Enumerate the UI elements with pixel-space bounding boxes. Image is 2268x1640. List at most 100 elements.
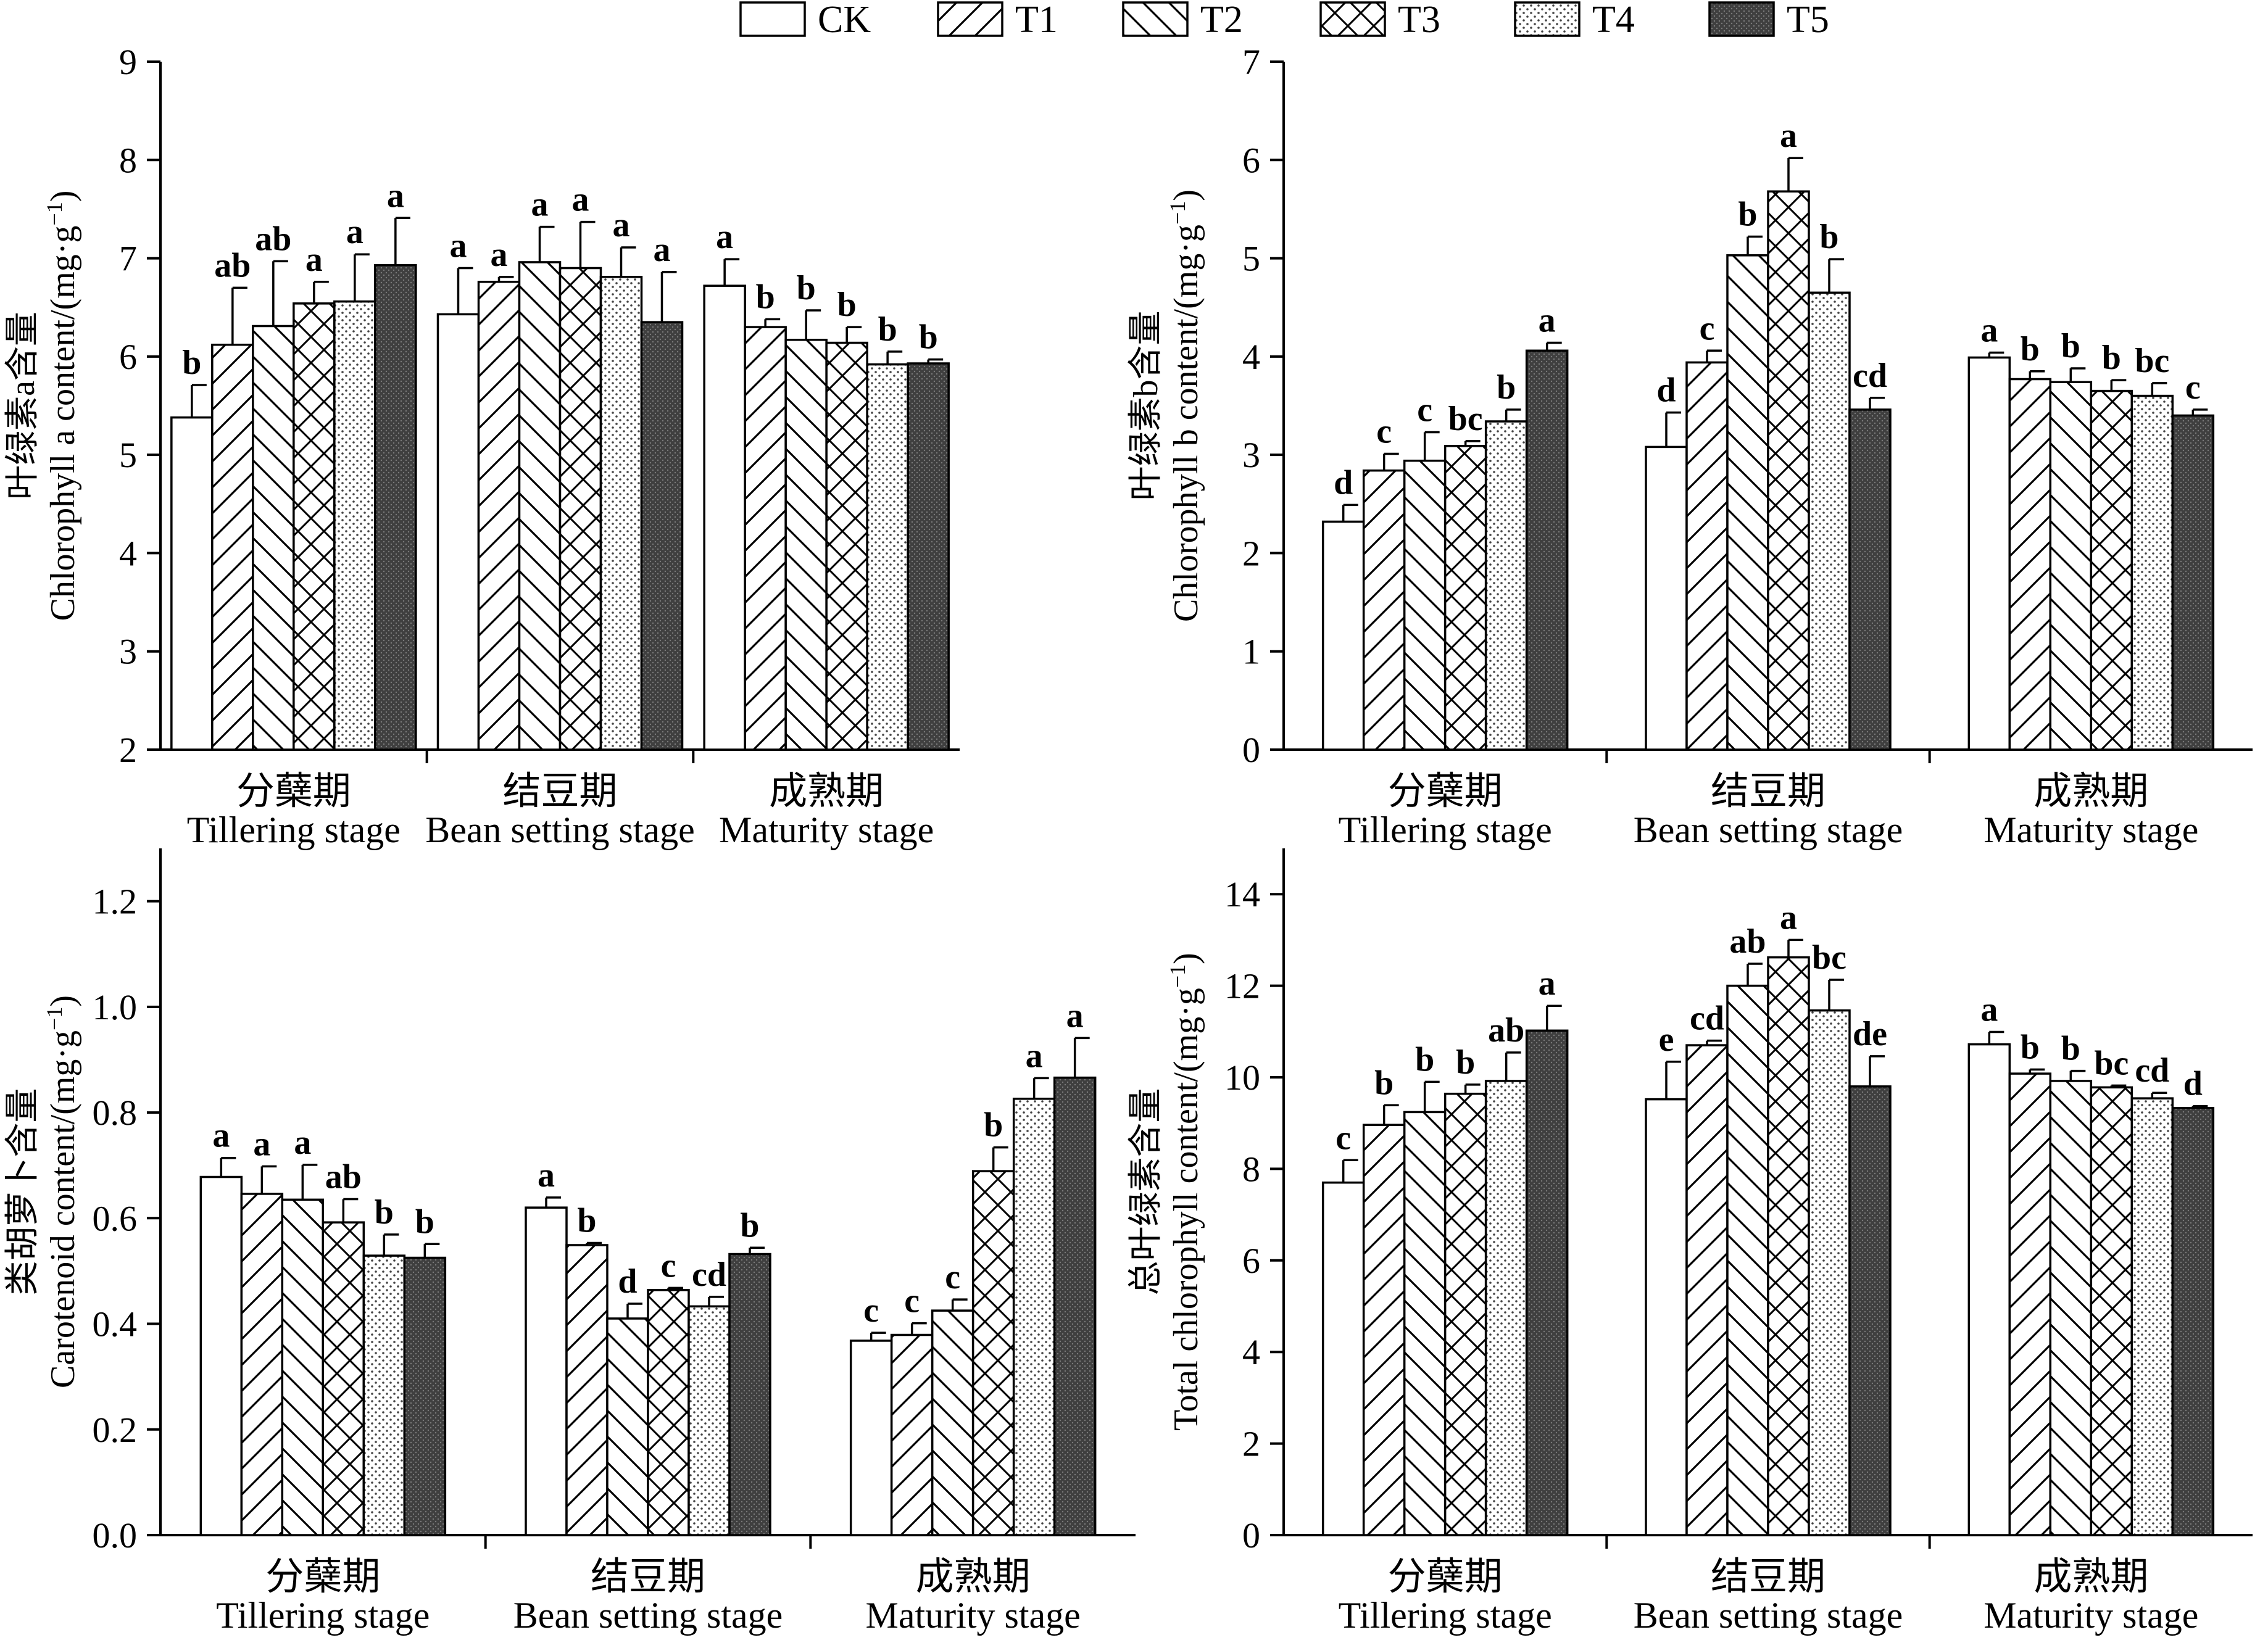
y-tick-label: 6 [1242,140,1260,180]
significance-letter: a [572,181,589,219]
y-tick-label: 9 [119,42,137,82]
significance-letter: a [1539,302,1556,340]
bar-t3 [825,341,868,751]
significance-letter: a [1066,996,1084,1035]
category-label-cn: 结豆期 [502,771,617,813]
bar-t5 [907,362,950,751]
y-tick-label: 1.0 [93,987,138,1027]
y-axis-title-en-sup: −1 [42,202,67,225]
significance-letter: b [182,344,201,382]
bar-ck [1645,1098,1688,1536]
bar-ck [170,416,214,751]
bar-t5 [728,1253,771,1536]
significance-letter: ab [214,246,251,284]
significance-letter: cd [692,1256,726,1294]
significance-letter: a [212,1117,230,1155]
y-axis-title-en-sup: −1 [1165,201,1190,225]
y-tick-label: 0.0 [93,1515,138,1555]
significance-letter: b [878,310,897,349]
y-tick-label: 4 [119,533,137,573]
bar-t1 [240,1193,284,1536]
significance-letter: d [618,1262,637,1301]
bar-ck [1321,520,1365,751]
significance-letter: b [756,278,775,316]
category-label-cn: 结豆期 [591,1556,705,1598]
legend-swatch [1319,1,1386,37]
bar-ck [436,313,480,751]
legend-item-t5: T5 [1708,0,1829,41]
significance-letter: b [2102,339,2121,377]
y-tick-label: 4 [1242,337,1260,377]
y-axis-title-en: Carotenoid content/(mg·g−1) [42,995,82,1388]
bar-t3 [647,1288,690,1536]
significance-letter: c [945,1258,960,1296]
bar-t3 [559,267,602,751]
significance-letter: de [1853,1015,1887,1053]
y-axis-title-en-main: Carotenoid content/(mg·g [44,1030,82,1388]
significance-letter: bc [1448,400,1483,438]
y-axis-title-en-main: Total chlorophyll content/(mg·g [1167,988,1205,1431]
y-tick-label: 7 [1242,42,1260,82]
category-label-en: Bean setting stage [425,810,695,850]
significance-letter: b [919,318,938,357]
bar-t1 [890,1333,934,1536]
chart-carotenoid: 0.0 0.2 0.4 0.6 0.8 1.0 1.2 类胡萝卜含量 Carotenoid co… [4,848,1136,1636]
significance-letter: a [1539,964,1556,1003]
significance-letter: a [491,236,508,274]
legend-label: T4 [1592,0,1635,41]
significance-letter: b [1374,1064,1394,1102]
significance-letter: b [2021,330,2040,368]
category-label-cn: 成熟期 [2033,771,2148,813]
bar-t3 [971,1170,1015,1536]
y-tick-label: 6 [1242,1241,1260,1281]
legend-swatch [937,1,1003,37]
significance-letter: a [538,1156,555,1195]
bar-t1 [477,281,521,751]
bar-t4 [2130,394,2174,751]
y-tick-label: 5 [1242,239,1260,279]
bar-ck [199,1175,243,1536]
bar-t1 [565,1244,609,1536]
bar-t2 [1726,984,1769,1536]
chart-chlorophyll-a: 2 3 4 5 6 7 8 9 叶绿素a含量 Chlorophyll a content/(mg·… [4,42,960,850]
significance-letter: b [1819,218,1838,256]
category-label-en: Tillering stage [187,810,401,850]
bar-ck [525,1206,568,1536]
legend-item-t3: T3 [1319,0,1440,41]
bar-t1 [211,343,254,751]
y-tick-label: 0.6 [93,1198,138,1238]
legend-item-t1: T1 [937,0,1058,41]
category-label-en: Bean setting stage [1634,810,1903,850]
significance-letter: ab [1488,1011,1524,1050]
significance-letter: ab [255,220,291,258]
bar-t2 [1726,254,1769,751]
y-axis-title-en: Chlorophyll b content/(mg·g−1) [1165,189,1205,622]
significance-letter: b [797,269,816,307]
bar-ck [1967,1043,2011,1536]
y-axis-title-en: Chlorophyll a content/(mg·g−1) [42,191,82,621]
significance-letter: a [253,1125,270,1163]
category-label-en: Bean setting stage [1634,1595,1903,1636]
y-axis-title-en: Total chlorophyll content/(mg·g−1) [1165,953,1205,1431]
y-tick-label: 0.8 [93,1093,138,1133]
y-axis-title-en-main: Chlorophyll b content/(mg·g [1167,225,1205,622]
bar-t2 [281,1198,325,1536]
y-tick-label: 8 [1242,1149,1260,1189]
legend-swatch [1122,1,1189,37]
bar-t5 [1525,1029,1569,1536]
bar-t4 [687,1305,731,1536]
significance-letter: a [654,231,671,269]
category-label-en: Bean setting stage [513,1595,783,1636]
bar-t5 [640,321,684,751]
significance-letter: a [613,206,630,244]
significance-letter: a [1780,117,1797,155]
significance-letter: b [1738,196,1757,234]
legend-label: T5 [1787,0,1829,41]
bar-t1 [1362,469,1406,751]
bar-t3 [322,1221,365,1536]
y-axis-title-en-tail: ) [44,191,82,202]
category-label-en: Tillering stage [216,1595,430,1636]
significance-letter: ab [1729,922,1766,961]
category-label-cn: 分蘖期 [1388,1556,1503,1598]
